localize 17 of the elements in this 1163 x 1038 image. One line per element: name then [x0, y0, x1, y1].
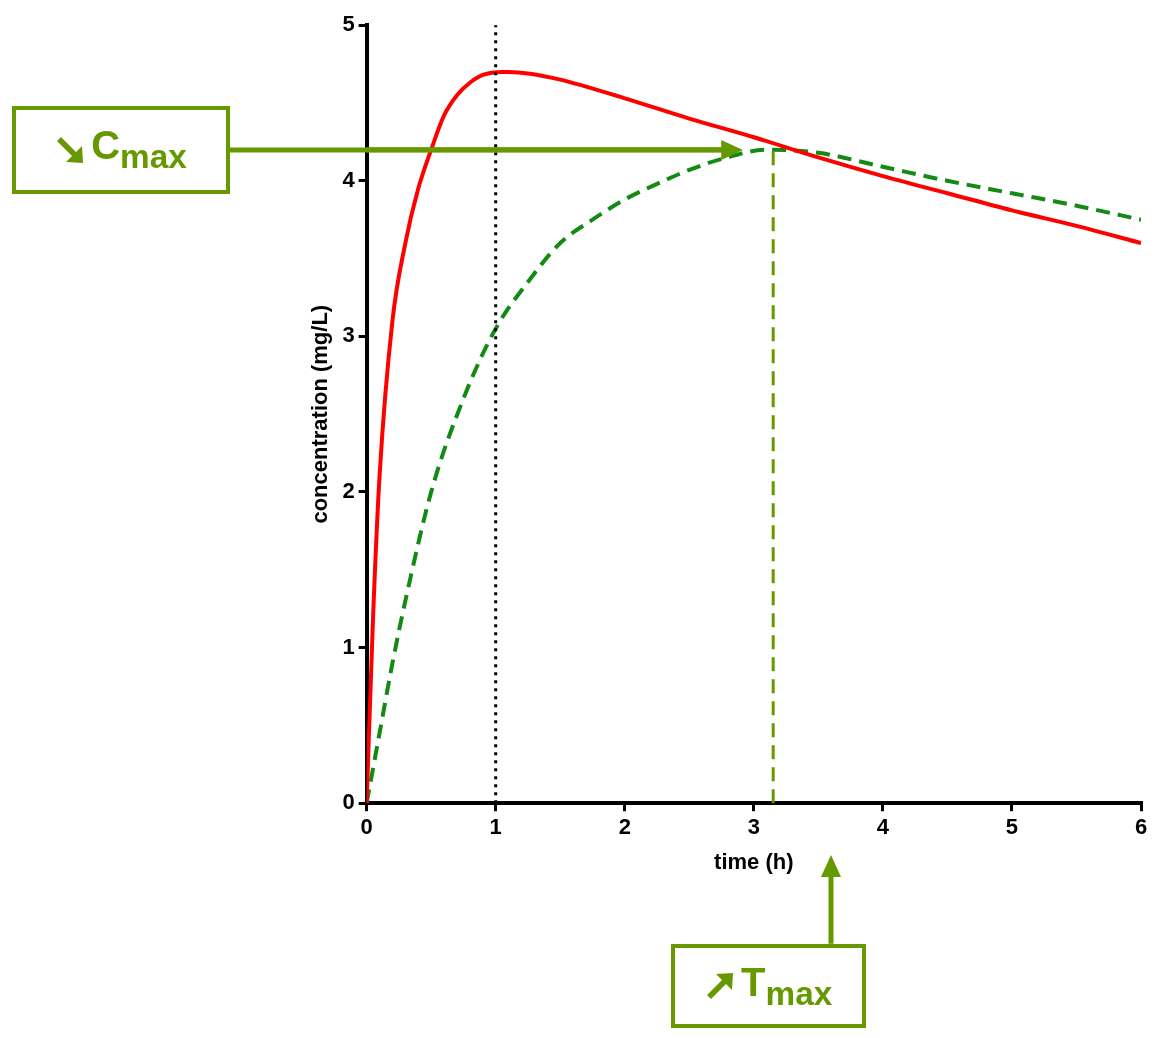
y-tick-label: 3 — [342, 322, 355, 348]
x-tick-label: 1 — [489, 814, 502, 840]
x-tick-label: 4 — [876, 814, 890, 840]
y-axis-title: concentration (mg/L) — [307, 304, 333, 524]
x-tick-label: 2 — [618, 814, 631, 840]
y-tick-label: 1 — [342, 633, 355, 659]
x-axis-title: time (h) — [714, 848, 794, 874]
y-tick-label: 0 — [342, 789, 355, 815]
y-tick-label: 4 — [342, 166, 356, 192]
ref-line-label: T$_{max}$ — [741, 959, 833, 1013]
ref-line-label: C$_{max}$ — [91, 123, 187, 177]
y-tick-label: 5 — [342, 11, 355, 37]
x-tick-label: 0 — [360, 814, 373, 840]
x-tick-label: 3 — [747, 814, 760, 840]
x-tick-label: 5 — [1005, 814, 1019, 840]
x-tick-label: 6 — [1134, 814, 1148, 840]
y-tick-label: 2 — [342, 478, 355, 504]
